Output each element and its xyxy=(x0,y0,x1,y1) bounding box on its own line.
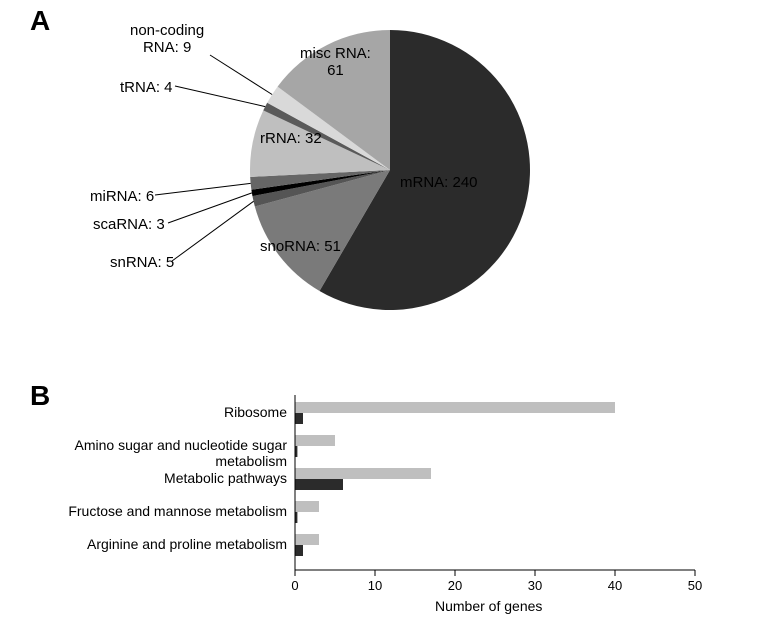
bar-category-label: Arginine and proline metabolism xyxy=(0,536,287,552)
x-tick-label: 20 xyxy=(440,578,470,593)
bar-light xyxy=(295,534,319,545)
pie-label: non-codingRNA: 9 xyxy=(130,22,204,56)
x-tick-label: 40 xyxy=(600,578,630,593)
bar-category-label: Ribosome xyxy=(0,404,287,420)
bar-light xyxy=(295,402,615,413)
pie-label: rRNA: 32 xyxy=(260,130,322,147)
pie-label: tRNA: 4 xyxy=(120,79,173,96)
x-axis-title: Number of genes xyxy=(435,598,542,614)
pie-label: misc RNA:61 xyxy=(300,45,371,79)
pie-label: snRNA: 5 xyxy=(110,254,174,271)
bar-light xyxy=(295,501,319,512)
bar-dark xyxy=(295,479,343,490)
x-tick-label: 0 xyxy=(280,578,310,593)
pie-label: snoRNA: 51 xyxy=(260,238,341,255)
x-tick-label: 30 xyxy=(520,578,550,593)
bar-light xyxy=(295,435,335,446)
bar-category-label: Metabolic pathways xyxy=(0,470,287,486)
bar-dark xyxy=(295,413,303,424)
bar-light xyxy=(295,468,431,479)
bar-category-label: Amino sugar and nucleotide sugar metabol… xyxy=(0,437,287,469)
pie-label: mRNA: 240 xyxy=(400,174,478,191)
pie-label: miRNA: 6 xyxy=(90,188,154,205)
bar-dark xyxy=(295,545,303,556)
x-tick-label: 10 xyxy=(360,578,390,593)
bar-category-label: Fructose and mannose metabolism xyxy=(0,503,287,519)
x-tick-label: 50 xyxy=(680,578,710,593)
pie-label: scaRNA: 3 xyxy=(93,216,165,233)
